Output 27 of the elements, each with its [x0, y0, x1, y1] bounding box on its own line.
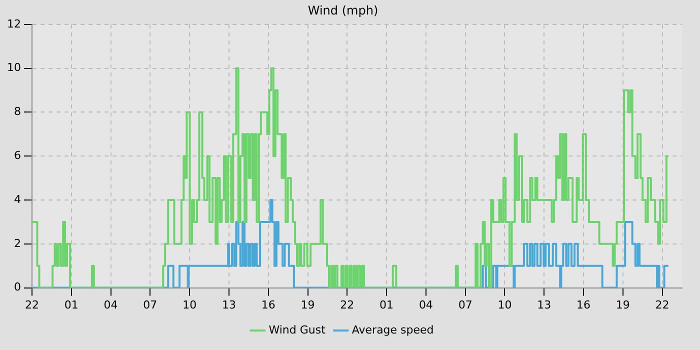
x-tick-label: 04 [104, 298, 118, 312]
x-tick-label: 07 [143, 298, 158, 312]
y-tick-label: 0 [14, 280, 21, 294]
x-tick-label: 22 [655, 298, 670, 312]
chart-title: Wind (mph) [308, 3, 378, 18]
x-tick-label: 10 [498, 298, 512, 312]
x-tick-label: 01 [380, 298, 394, 312]
y-tick-label: 10 [6, 61, 21, 74]
y-tick-label: 4 [14, 192, 21, 206]
x-tick-label: 22 [24, 298, 39, 312]
legend-label: Average speed [352, 323, 434, 336]
x-tick-label: 16 [576, 298, 591, 312]
legend-label: Wind Gust [268, 323, 326, 336]
x-tick-label: 13 [222, 298, 236, 312]
x-tick-label: 16 [261, 298, 276, 312]
x-tick-label: 10 [182, 298, 197, 312]
y-tick-label: 12 [6, 17, 21, 30]
x-tick-label: 07 [458, 298, 472, 312]
x-tick-label: 13 [537, 298, 552, 312]
y-tick-label: 8 [14, 105, 21, 118]
x-tick-label: 04 [418, 298, 433, 312]
x-tick-label: 01 [64, 298, 78, 312]
y-tick-label: 6 [14, 148, 21, 162]
x-tick-label: 22 [340, 298, 354, 312]
x-tick-label: 19 [300, 298, 315, 312]
y-tick-label: 2 [14, 236, 21, 250]
x-tick-label: 19 [616, 298, 630, 312]
